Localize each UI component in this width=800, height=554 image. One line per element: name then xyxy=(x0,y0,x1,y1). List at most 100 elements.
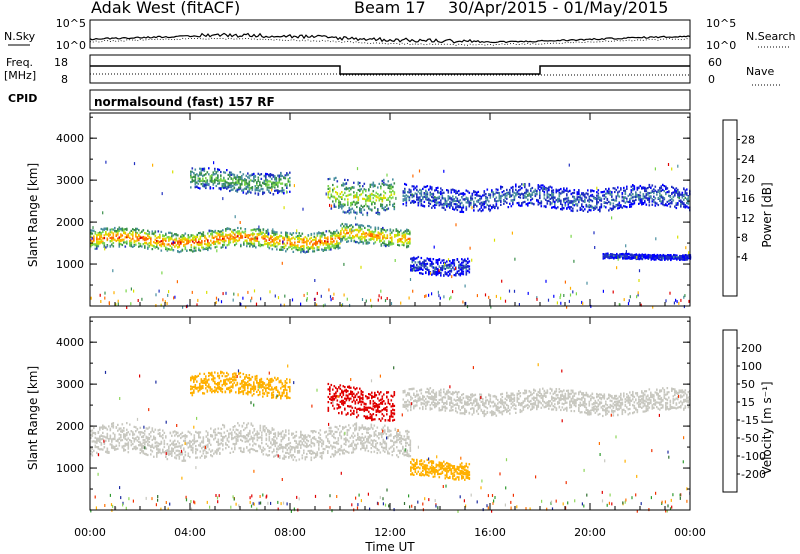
heatmap-cell xyxy=(390,193,393,196)
heatmap-cell xyxy=(160,249,163,252)
heatmap-cell xyxy=(555,207,558,210)
heatmap-cell xyxy=(295,232,298,235)
heatmap-cell xyxy=(126,227,128,230)
heatmap-cell xyxy=(349,303,351,307)
heatmap-cell xyxy=(105,426,107,430)
heatmap-cell xyxy=(353,200,355,203)
heatmap-cell xyxy=(339,201,342,204)
heatmap-cell xyxy=(486,196,489,199)
heatmap-cell xyxy=(554,202,556,206)
heatmap-cell xyxy=(255,302,258,306)
heatmap-cell xyxy=(633,195,636,198)
heatmap-cell xyxy=(525,195,528,199)
heatmap-cell xyxy=(235,189,237,192)
heatmap-cell xyxy=(671,197,673,201)
heatmap-cell xyxy=(148,235,151,238)
heatmap-cell xyxy=(276,245,278,248)
heatmap-cell xyxy=(413,185,415,188)
heatmap-cell xyxy=(434,266,436,269)
heatmap-cell xyxy=(244,230,247,233)
heatmap-cell xyxy=(435,271,438,274)
heatmap-cell xyxy=(685,246,687,250)
heatmap-cell xyxy=(141,230,143,233)
heatmap-cell xyxy=(638,202,640,205)
heatmap-cell xyxy=(256,235,259,238)
heatmap-cell xyxy=(239,186,242,189)
heatmap-cell xyxy=(564,197,567,200)
heatmap-cell xyxy=(444,272,447,276)
heatmap-cell xyxy=(495,203,498,206)
heatmap-cell xyxy=(420,263,423,267)
heatmap-cell xyxy=(554,206,556,209)
heatmap-cell xyxy=(459,192,462,195)
heatmap-cell xyxy=(102,435,104,438)
heatmap-cell xyxy=(218,180,221,183)
colorbar-tick-label: 28 xyxy=(741,134,755,147)
heatmap-cell xyxy=(369,195,372,198)
heatmap-cell xyxy=(319,236,322,239)
heatmap-cell xyxy=(665,204,667,207)
heatmap-cell xyxy=(103,442,106,445)
heatmap-cell xyxy=(223,239,226,242)
heatmap-cell xyxy=(191,290,193,294)
heatmap-cell xyxy=(216,249,218,253)
heatmap-cell xyxy=(405,183,408,186)
heatmap-cell xyxy=(392,242,395,245)
heatmap-cell xyxy=(198,232,200,235)
heatmap-cell xyxy=(275,189,278,192)
heatmap-cell xyxy=(168,446,170,449)
heatmap-cell xyxy=(295,244,298,247)
heatmap-cell xyxy=(169,439,172,442)
heatmap-cell xyxy=(202,167,204,170)
heatmap-cell xyxy=(465,268,468,271)
heatmap-cell xyxy=(558,199,561,202)
heatmap-cell xyxy=(145,427,148,430)
heatmap-cell xyxy=(154,428,157,431)
heatmap-cell xyxy=(133,447,136,450)
heatmap-cell xyxy=(330,207,333,210)
heatmap-cell xyxy=(507,206,510,209)
heatmap-cell xyxy=(397,240,399,243)
heatmap-cell xyxy=(348,209,351,212)
heatmap-cell xyxy=(480,197,483,200)
heatmap-cell xyxy=(350,208,352,211)
heatmap-cell xyxy=(102,437,104,441)
heatmap-cell xyxy=(376,237,378,240)
heatmap-cell xyxy=(91,232,94,235)
heatmap-cell xyxy=(352,235,354,238)
heatmap-cell xyxy=(100,443,103,446)
heatmap-cell xyxy=(230,184,233,187)
heatmap-cell xyxy=(319,243,322,246)
heatmap-cell xyxy=(265,180,267,183)
heatmap-cell xyxy=(662,203,664,206)
heatmap-cell xyxy=(226,185,228,188)
heatmap-cell xyxy=(599,209,601,213)
heatmap-cell xyxy=(612,187,615,190)
heatmap-cell xyxy=(653,254,656,257)
heatmap-cell xyxy=(594,246,596,249)
heatmap-cell xyxy=(341,303,344,307)
heatmap-cell xyxy=(383,208,385,211)
heatmap-cell xyxy=(663,190,666,193)
heatmap-cell xyxy=(266,179,269,182)
heatmap-cell xyxy=(652,255,654,258)
heatmap-cell xyxy=(178,251,181,254)
heatmap-cell xyxy=(603,201,606,204)
heatmap-cell xyxy=(536,192,538,195)
heatmap-cell xyxy=(381,205,384,208)
heatmap-cell xyxy=(150,453,152,456)
heatmap-cell xyxy=(240,302,242,306)
heatmap-cell xyxy=(389,184,391,187)
heatmap-cell xyxy=(356,241,359,244)
heatmap-cell xyxy=(138,239,140,242)
heatmap-cell xyxy=(527,202,529,205)
heatmap-cell xyxy=(90,429,92,433)
heatmap-cell xyxy=(406,245,408,248)
heatmap-cell xyxy=(417,265,420,268)
heatmap-cell xyxy=(291,233,293,236)
heatmap-cell xyxy=(99,293,101,297)
heatmap-cell xyxy=(674,188,676,191)
heatmap-cell xyxy=(495,200,498,203)
heatmap-cell xyxy=(282,240,284,244)
heatmap-cell xyxy=(636,188,639,191)
